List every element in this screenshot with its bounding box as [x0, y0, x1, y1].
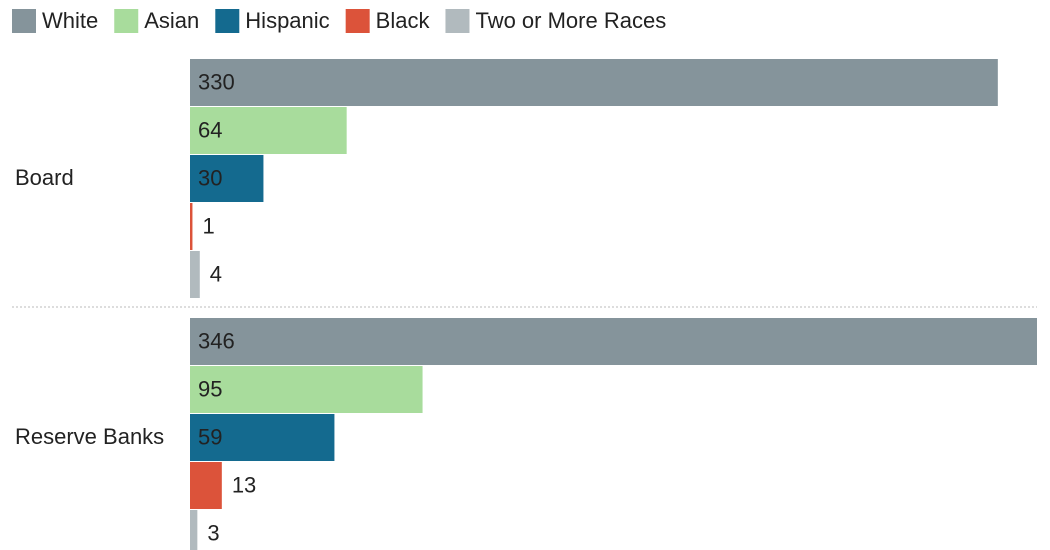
bar	[190, 414, 335, 461]
bar	[190, 366, 423, 413]
legend-swatch	[345, 9, 370, 33]
category-label: Board	[15, 165, 74, 190]
value-label: 346	[198, 328, 235, 353]
value-label: 30	[198, 165, 222, 190]
bar	[190, 107, 347, 154]
value-label: 3	[207, 520, 219, 545]
legend-swatch	[12, 9, 36, 33]
value-label: 4	[210, 261, 222, 286]
bar	[190, 203, 193, 250]
legend-label: Black	[376, 8, 431, 33]
bar	[190, 462, 222, 509]
bar	[190, 59, 998, 106]
value-label: 95	[198, 376, 222, 401]
legend-swatch	[445, 9, 470, 33]
value-label: 64	[198, 117, 222, 142]
value-label: 13	[232, 472, 256, 497]
legend-label: Two or More Races	[475, 8, 666, 33]
value-label: 59	[198, 424, 222, 449]
legend-label: Hispanic	[245, 8, 329, 33]
bar	[190, 318, 1037, 365]
legend-label: Asian	[144, 8, 199, 33]
value-label: 330	[198, 69, 235, 94]
value-label: 1	[202, 213, 214, 238]
category-label: Reserve Banks	[15, 424, 164, 449]
legend-swatch	[215, 9, 240, 33]
legend-swatch	[114, 9, 139, 33]
bar	[190, 251, 200, 298]
bar	[190, 155, 264, 202]
legend-label: White	[42, 8, 98, 33]
bar	[190, 510, 198, 550]
